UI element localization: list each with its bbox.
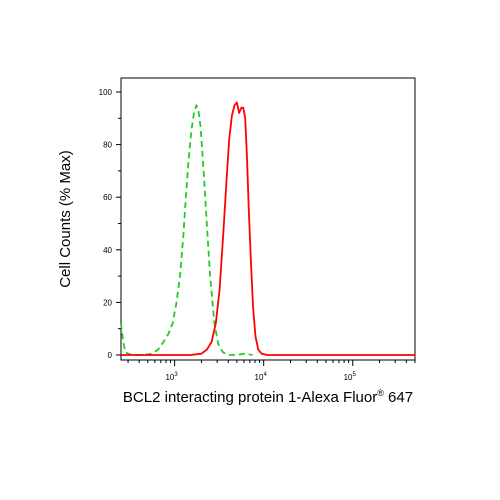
y-axis: 0 20 40 60 80 100 — [99, 88, 121, 360]
x-axis: 103 104 105 — [127, 360, 416, 382]
y-tick-label: 0 — [108, 351, 113, 360]
y-tick-label: 100 — [99, 88, 113, 97]
x-axis-title: BCL2 interacting protein 1-Alexa Fluor® … — [123, 388, 413, 406]
series-layer — [120, 101, 415, 356]
y-tick-label: 20 — [103, 298, 112, 307]
x-tick-label: 105 — [344, 372, 357, 382]
x-tick-label: 103 — [165, 372, 178, 382]
y-tick-label: 40 — [103, 246, 112, 255]
x-axis-title-suffix: 647 — [384, 389, 413, 406]
y-tick-label: 60 — [103, 193, 112, 202]
x-tick-label: 104 — [255, 372, 268, 382]
series-line-2 — [121, 101, 415, 356]
x-axis-title-superscript: ® — [377, 388, 384, 398]
y-axis-title: Cell Counts (% Max) — [57, 150, 74, 288]
plot-frame — [120, 77, 416, 361]
series-line-1 — [120, 104, 253, 356]
x-axis-title-main: BCL2 interacting protein 1-Alexa Fluor — [123, 389, 377, 406]
y-tick-label: 80 — [103, 141, 112, 150]
